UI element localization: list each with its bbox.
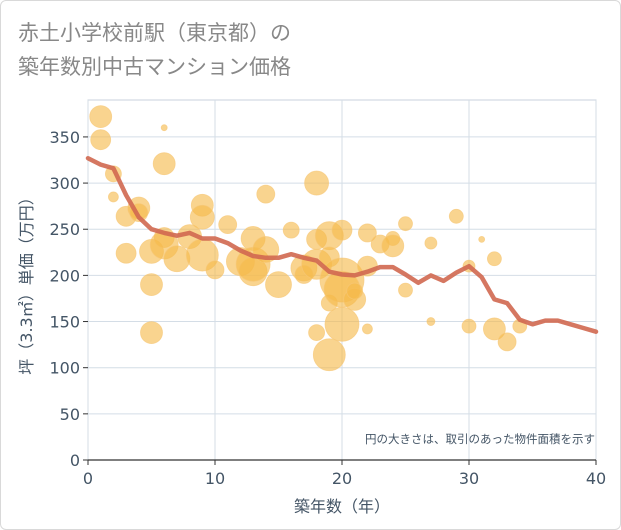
bubble-point <box>381 234 405 258</box>
y-tick-label: 100 <box>49 359 80 378</box>
bubble-point <box>256 184 276 204</box>
y-tick-label: 200 <box>49 266 80 285</box>
y-tick-label: 150 <box>49 313 80 332</box>
bubble-point <box>205 260 225 280</box>
bubble-point <box>497 332 517 352</box>
bubble-point <box>398 282 413 298</box>
bubble-point <box>478 235 486 243</box>
x-tick-label: 40 <box>586 469 606 488</box>
title-line-2: 築年数別中古マンション価格 <box>18 55 291 79</box>
bubble-point <box>324 306 360 342</box>
y-tick-label: 50 <box>60 405 80 424</box>
bubble-point <box>304 170 330 196</box>
bubble-point <box>140 273 163 297</box>
bubble-point <box>448 208 464 224</box>
bubble-point <box>357 223 377 243</box>
size-note: 円の大きさは、取引のあった物件面積を示す <box>365 432 595 446</box>
bubble-point <box>398 216 413 232</box>
bubble-point <box>361 323 373 335</box>
average-price-line <box>85 155 599 334</box>
x-tick-label: 0 <box>83 469 93 488</box>
axes: 0 50 100 150 200 250 300 350 0 10 20 30 40 <box>49 128 606 488</box>
bubble-point <box>312 338 346 372</box>
x-axis-label: 築年数（年） <box>294 497 390 516</box>
trend-line-series <box>85 155 599 334</box>
bubble-point <box>218 215 238 235</box>
y-tick-label: 250 <box>49 220 80 239</box>
bubble-point <box>189 204 215 230</box>
bubble-series <box>89 105 528 372</box>
bubble-point <box>89 105 113 129</box>
bubble-point <box>424 236 438 250</box>
bubble-point <box>140 321 163 345</box>
bubble-point <box>426 317 436 326</box>
bubble-point <box>115 242 137 264</box>
bubble-point <box>331 219 353 241</box>
y-axis-label: 坪（3.3㎡）単価（万円） <box>17 189 36 374</box>
x-tick-label: 30 <box>459 469 479 488</box>
bubble-point <box>282 221 300 239</box>
y-tick-label: 300 <box>49 174 80 193</box>
title-line-1: 赤土小学校前駅（東京都）の <box>18 21 291 45</box>
bubble-point <box>482 317 506 341</box>
bubble-point <box>160 124 168 132</box>
bubble-point <box>461 318 477 334</box>
bubble-point <box>346 282 364 300</box>
bubble-point <box>152 152 176 176</box>
chart-title: 赤土小学校前駅（東京都）の 築年数別中古マンション価格 <box>18 16 291 84</box>
bubble-point <box>265 271 292 299</box>
bubble-point <box>163 245 191 273</box>
x-tick-label: 10 <box>205 469 225 488</box>
x-tick-label: 20 <box>332 469 352 488</box>
bubble-point <box>108 191 119 203</box>
y-tick-label: 350 <box>49 128 80 147</box>
y-tick-label: 0 <box>70 451 80 470</box>
bubble-point <box>486 251 502 267</box>
bubble-point <box>308 324 326 342</box>
bubble-point <box>90 129 112 151</box>
